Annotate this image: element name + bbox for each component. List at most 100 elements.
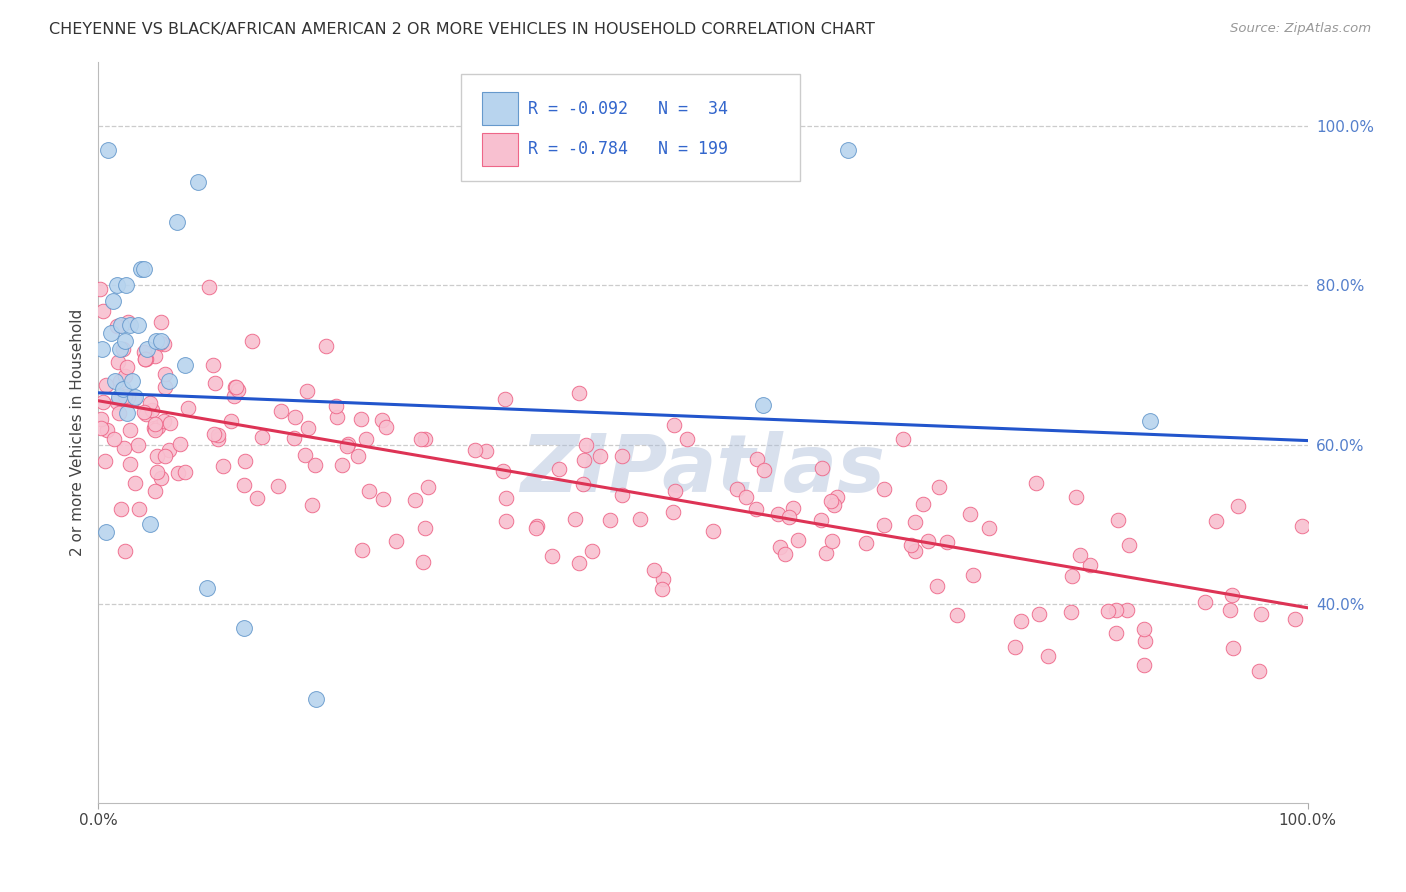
Point bbox=[224, 380, 246, 394]
Point bbox=[139, 396, 162, 410]
Point bbox=[297, 384, 319, 398]
Point bbox=[143, 421, 166, 435]
Point bbox=[373, 492, 395, 507]
Point bbox=[120, 457, 142, 471]
Point bbox=[226, 383, 249, 397]
Point bbox=[134, 262, 156, 277]
Point bbox=[962, 568, 984, 582]
Point bbox=[112, 441, 135, 455]
Point bbox=[1227, 500, 1250, 514]
Point bbox=[305, 692, 328, 706]
Point bbox=[187, 175, 209, 189]
Point bbox=[94, 454, 117, 468]
Point bbox=[143, 484, 166, 499]
Point bbox=[652, 572, 675, 586]
Point bbox=[1010, 615, 1032, 629]
Point bbox=[195, 581, 218, 595]
Point bbox=[610, 449, 633, 463]
Point bbox=[108, 342, 131, 356]
Point bbox=[664, 483, 686, 498]
Point bbox=[176, 401, 198, 415]
Text: ZIPatlas: ZIPatlas bbox=[520, 431, 886, 508]
Point bbox=[105, 319, 128, 334]
Point bbox=[385, 534, 408, 549]
Point bbox=[1069, 548, 1091, 562]
Point bbox=[315, 339, 337, 353]
Point bbox=[855, 536, 877, 550]
Point bbox=[105, 278, 128, 293]
Point bbox=[104, 374, 127, 388]
Point bbox=[872, 518, 894, 533]
Point bbox=[628, 512, 651, 526]
Point bbox=[1107, 512, 1129, 526]
Point bbox=[129, 262, 152, 277]
Point bbox=[662, 505, 685, 519]
Point bbox=[810, 514, 832, 528]
Point bbox=[149, 335, 172, 350]
Point bbox=[404, 492, 426, 507]
Point bbox=[150, 471, 173, 485]
Point bbox=[766, 507, 789, 521]
Point bbox=[304, 458, 326, 472]
Point bbox=[1219, 603, 1241, 617]
Point bbox=[105, 395, 128, 409]
Point bbox=[494, 392, 516, 406]
Point bbox=[245, 491, 267, 505]
Point bbox=[117, 390, 139, 404]
Point bbox=[928, 479, 950, 493]
Point bbox=[146, 419, 169, 434]
Point bbox=[572, 452, 595, 467]
Point bbox=[202, 426, 225, 441]
Point bbox=[904, 515, 927, 529]
Point bbox=[1025, 475, 1047, 490]
Point bbox=[204, 376, 226, 391]
Point bbox=[166, 214, 188, 228]
Point bbox=[132, 344, 155, 359]
Point bbox=[1194, 595, 1216, 609]
Point bbox=[135, 408, 157, 422]
FancyBboxPatch shape bbox=[482, 133, 517, 166]
Point bbox=[174, 465, 197, 479]
Point bbox=[297, 421, 319, 435]
Point bbox=[94, 525, 117, 540]
Point bbox=[1028, 607, 1050, 621]
Point bbox=[111, 342, 134, 356]
Point bbox=[1004, 640, 1026, 654]
FancyBboxPatch shape bbox=[461, 73, 800, 181]
Point bbox=[735, 490, 758, 504]
Point bbox=[568, 386, 591, 401]
Point bbox=[153, 380, 176, 394]
Point bbox=[143, 417, 166, 431]
Point bbox=[526, 519, 548, 533]
Point bbox=[114, 544, 136, 558]
Point bbox=[114, 334, 136, 348]
Point bbox=[122, 392, 145, 407]
Point bbox=[150, 315, 173, 329]
Point bbox=[201, 358, 224, 372]
Point bbox=[418, 480, 440, 494]
Point bbox=[107, 406, 129, 420]
Point bbox=[174, 358, 197, 372]
Point bbox=[120, 423, 142, 437]
Point bbox=[495, 491, 517, 505]
Point bbox=[475, 443, 498, 458]
Point bbox=[169, 436, 191, 450]
Point bbox=[100, 326, 122, 340]
Point bbox=[745, 452, 768, 467]
Point bbox=[143, 349, 166, 363]
Point bbox=[415, 432, 437, 446]
Point bbox=[643, 563, 665, 577]
Point bbox=[412, 555, 434, 569]
Point bbox=[1133, 658, 1156, 673]
Point bbox=[1139, 414, 1161, 428]
Point bbox=[1060, 606, 1083, 620]
Point bbox=[143, 423, 166, 437]
Point bbox=[121, 374, 143, 388]
Y-axis label: 2 or more Vehicles in Household: 2 or more Vehicles in Household bbox=[70, 309, 86, 557]
Point bbox=[1205, 514, 1227, 528]
Point bbox=[568, 557, 591, 571]
Point bbox=[267, 479, 290, 493]
Point bbox=[146, 465, 169, 479]
Point bbox=[540, 549, 562, 564]
Point bbox=[108, 390, 131, 404]
